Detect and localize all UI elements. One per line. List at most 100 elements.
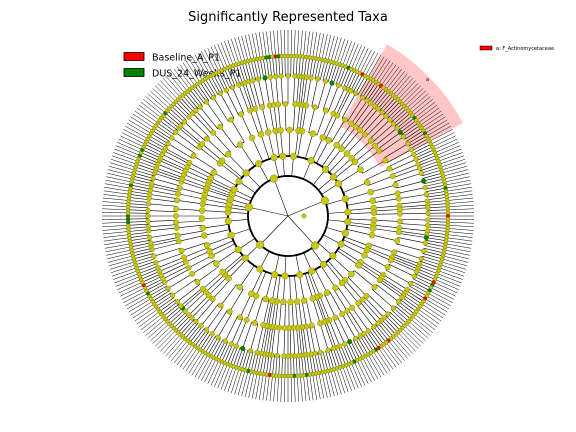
taxon-node	[175, 238, 182, 245]
branch-line	[396, 243, 424, 252]
taxon-node	[285, 73, 291, 79]
branch-line	[154, 292, 172, 305]
leaf-tick	[111, 267, 137, 277]
taxon-node	[174, 197, 181, 204]
branch-line	[418, 158, 438, 166]
branch-line	[238, 84, 249, 112]
taxon-node	[385, 311, 391, 317]
taxon-node	[348, 88, 354, 94]
branch-line	[371, 234, 398, 242]
branch-line	[334, 161, 356, 179]
branch-line	[147, 283, 166, 294]
leaf-tick	[438, 152, 463, 162]
branch-line	[208, 276, 228, 296]
taxon-node	[308, 75, 314, 81]
taxon-node	[353, 90, 359, 97]
leaf-tick	[102, 208, 129, 211]
branch-line	[385, 315, 401, 331]
taxon-node	[335, 180, 343, 188]
taxon-node	[281, 353, 287, 359]
taxon-node	[416, 165, 423, 171]
branch-line	[427, 229, 448, 232]
leaf-tick	[118, 138, 143, 151]
taxon-node	[361, 131, 368, 138]
taxon-node	[233, 343, 239, 349]
branch-line	[217, 312, 233, 338]
leaf-tick	[426, 295, 450, 310]
leaf-tick	[266, 31, 270, 58]
branch-line	[361, 260, 384, 276]
branch-line	[206, 306, 224, 331]
branch-line	[182, 178, 208, 188]
taxon-node	[310, 241, 319, 250]
branch-line	[152, 130, 170, 142]
branch-line	[276, 327, 280, 356]
leaf-tick	[162, 334, 181, 354]
branch-line	[391, 258, 418, 270]
branch-line	[199, 82, 212, 100]
branch-line	[139, 155, 159, 164]
branch-line	[343, 182, 368, 193]
leaf-tick	[424, 298, 448, 313]
branch-line	[346, 200, 373, 206]
taxon-node	[236, 141, 244, 148]
leaf-tick	[395, 334, 414, 354]
branch-line	[387, 103, 403, 119]
branch-line	[142, 149, 161, 159]
branch-line	[399, 204, 428, 208]
branch-line	[251, 137, 264, 162]
taxon-node	[189, 270, 196, 277]
leaf-tick	[224, 41, 234, 66]
leaf-tick	[330, 36, 339, 62]
branch-line	[202, 224, 229, 229]
branch-line	[426, 237, 447, 242]
branch-line	[188, 294, 210, 316]
branch-line	[175, 315, 191, 331]
leaf-tick	[230, 38, 240, 64]
branch-line	[128, 223, 149, 226]
leaf-tick	[397, 80, 416, 100]
branch-line	[298, 76, 302, 105]
branch-line	[404, 292, 422, 305]
branch-line	[381, 97, 396, 113]
leaf-tick	[105, 179, 132, 186]
branch-line	[184, 121, 206, 141]
branch-line	[345, 191, 371, 200]
branch-line	[302, 326, 308, 355]
branch-line	[205, 335, 216, 354]
taxon-node	[315, 76, 321, 82]
branch-line	[148, 203, 177, 207]
leaf-tick	[224, 366, 234, 391]
taxon-node	[190, 152, 197, 159]
taxon-node	[335, 82, 342, 88]
leaf-tick	[441, 261, 467, 270]
branch-line	[317, 59, 323, 80]
branch-line	[339, 126, 356, 148]
branch-line	[376, 284, 399, 303]
leaf-tick	[179, 346, 196, 368]
leaf-tick	[421, 303, 444, 319]
branch-line	[393, 307, 409, 322]
taxon-node	[344, 308, 351, 314]
leaf-tick	[107, 255, 134, 263]
taxon-node	[259, 104, 266, 110]
taxon-node	[363, 246, 371, 254]
branch-line	[325, 262, 343, 284]
leaf-tick	[103, 194, 130, 198]
taxon-node	[329, 252, 337, 260]
leaf-tick	[397, 332, 416, 352]
branch-line	[303, 57, 307, 77]
branch-line	[301, 105, 307, 132]
branch-line	[159, 260, 186, 272]
leaf-tick	[255, 373, 261, 400]
leaf-tick	[185, 349, 201, 372]
branch-line	[189, 89, 203, 106]
branch-line	[249, 110, 260, 136]
branch-line	[325, 148, 342, 170]
branch-line	[399, 207, 428, 210]
branch-line	[213, 74, 224, 93]
leaf-tick	[106, 252, 133, 260]
leaf-tick	[385, 68, 403, 90]
leaf-tick	[444, 179, 471, 186]
leaf-tick	[269, 30, 273, 57]
